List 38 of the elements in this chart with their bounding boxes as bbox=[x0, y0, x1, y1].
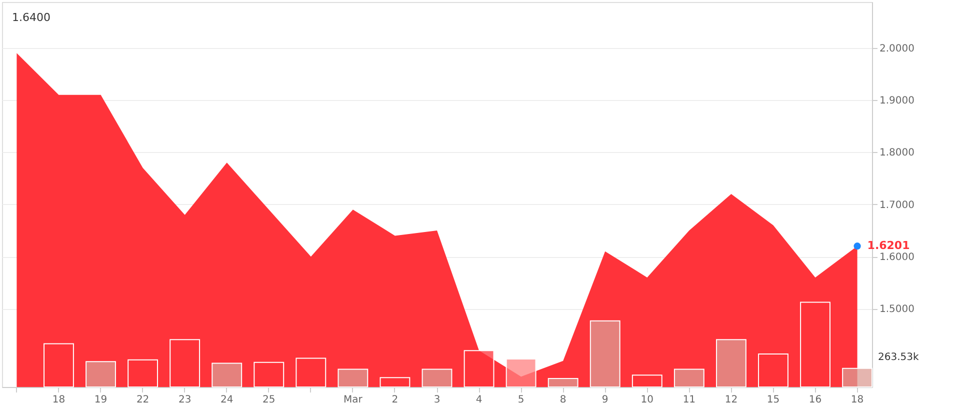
x-tick-label: 10 bbox=[640, 394, 654, 406]
y-tick-label: 1.6000 bbox=[880, 252, 914, 264]
y-tick-label: 1.5000 bbox=[880, 304, 914, 316]
bar bbox=[716, 339, 746, 388]
x-tick-label: 9 bbox=[602, 394, 608, 406]
bar bbox=[548, 378, 578, 388]
data-label: 1.6201 bbox=[867, 239, 910, 252]
bar bbox=[842, 368, 872, 388]
bar bbox=[674, 368, 704, 388]
annotation: 1.6400 bbox=[12, 11, 50, 24]
x-tick-label: 4 bbox=[476, 394, 482, 406]
x-tick-label: 16 bbox=[808, 394, 822, 406]
x-tick-label: 23 bbox=[178, 394, 192, 406]
y-tick-label: 1.7000 bbox=[880, 200, 914, 211]
x-tick-label: 18 bbox=[850, 394, 864, 406]
x-tick-label: 8 bbox=[560, 394, 566, 406]
y-tick-label: 1.9000 bbox=[880, 96, 914, 107]
text: 263.53k bbox=[878, 352, 919, 363]
x-tick-label: 19 bbox=[94, 394, 108, 406]
x-tick-label: 15 bbox=[766, 394, 780, 406]
x-tick-label: 18 bbox=[52, 394, 66, 406]
x-tick-label: 24 bbox=[220, 394, 234, 406]
y-tick-label: 2.0000 bbox=[880, 43, 914, 54]
bar bbox=[86, 361, 116, 388]
x-tick-label: 25 bbox=[262, 394, 276, 406]
x-tick-label: Mar bbox=[344, 394, 364, 406]
bar bbox=[338, 368, 368, 388]
y-tick-label: 1.8000 bbox=[880, 148, 914, 159]
x-tick-label: 12 bbox=[724, 394, 738, 406]
x-tick-label: 5 bbox=[518, 394, 524, 406]
bar bbox=[422, 368, 452, 388]
x-tick-label: 2 bbox=[392, 394, 398, 406]
x-tick-label: 3 bbox=[434, 394, 440, 406]
x-tick-label: 22 bbox=[136, 394, 150, 406]
bar bbox=[212, 362, 242, 388]
x-tick-label: 11 bbox=[682, 394, 696, 406]
bar bbox=[506, 358, 536, 388]
bar bbox=[590, 320, 620, 388]
